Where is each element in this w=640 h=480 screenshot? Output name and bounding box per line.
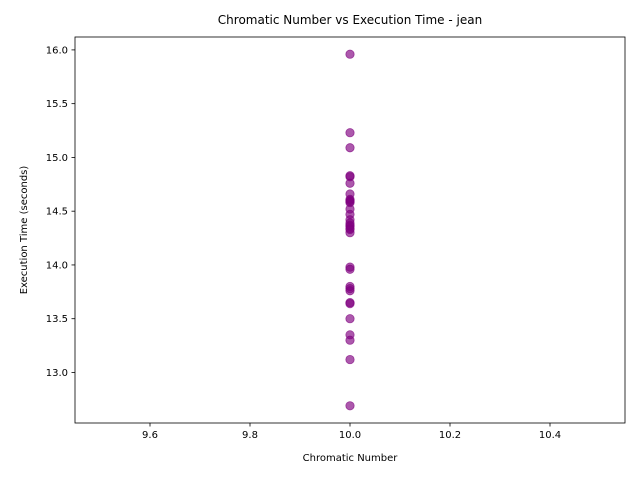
data-point [345,401,355,411]
data-point [345,143,355,153]
x-tick-label: 10.0 [339,430,361,441]
y-tick-label: 15.0 [46,153,68,164]
data-point [345,264,355,274]
y-axis-ticks: 13.0 13.5 14.0 14.5 15.0 15.5 16.0 [46,45,75,379]
data-point [345,314,355,324]
x-axis-ticks: 9.6 9.8 10.0 10.2 10.4 [142,423,561,441]
data-point [345,220,355,230]
y-tick-label: 13.5 [46,314,68,325]
data-point [345,128,355,138]
x-tick-label: 10.4 [539,430,561,441]
x-tick-label: 10.2 [439,430,461,441]
data-point [345,299,355,309]
y-axis-label: Execution Time (seconds) [19,166,30,295]
data-points [345,49,355,411]
x-axis-label: Chromatic Number [303,453,399,464]
data-point [345,178,355,188]
data-point [345,354,355,365]
x-tick-label: 9.8 [242,430,258,441]
data-point [345,286,355,296]
y-tick-label: 13.0 [46,368,68,379]
y-tick-label: 14.0 [46,260,68,271]
y-tick-label: 14.5 [46,207,68,218]
data-point [345,195,355,206]
y-tick-label: 16.0 [46,45,68,56]
x-tick-label: 9.6 [142,430,158,441]
data-point [345,49,355,59]
data-point [345,335,355,345]
y-tick-label: 15.5 [46,99,68,110]
chart-title: Chromatic Number vs Execution Time - jea… [218,13,482,27]
